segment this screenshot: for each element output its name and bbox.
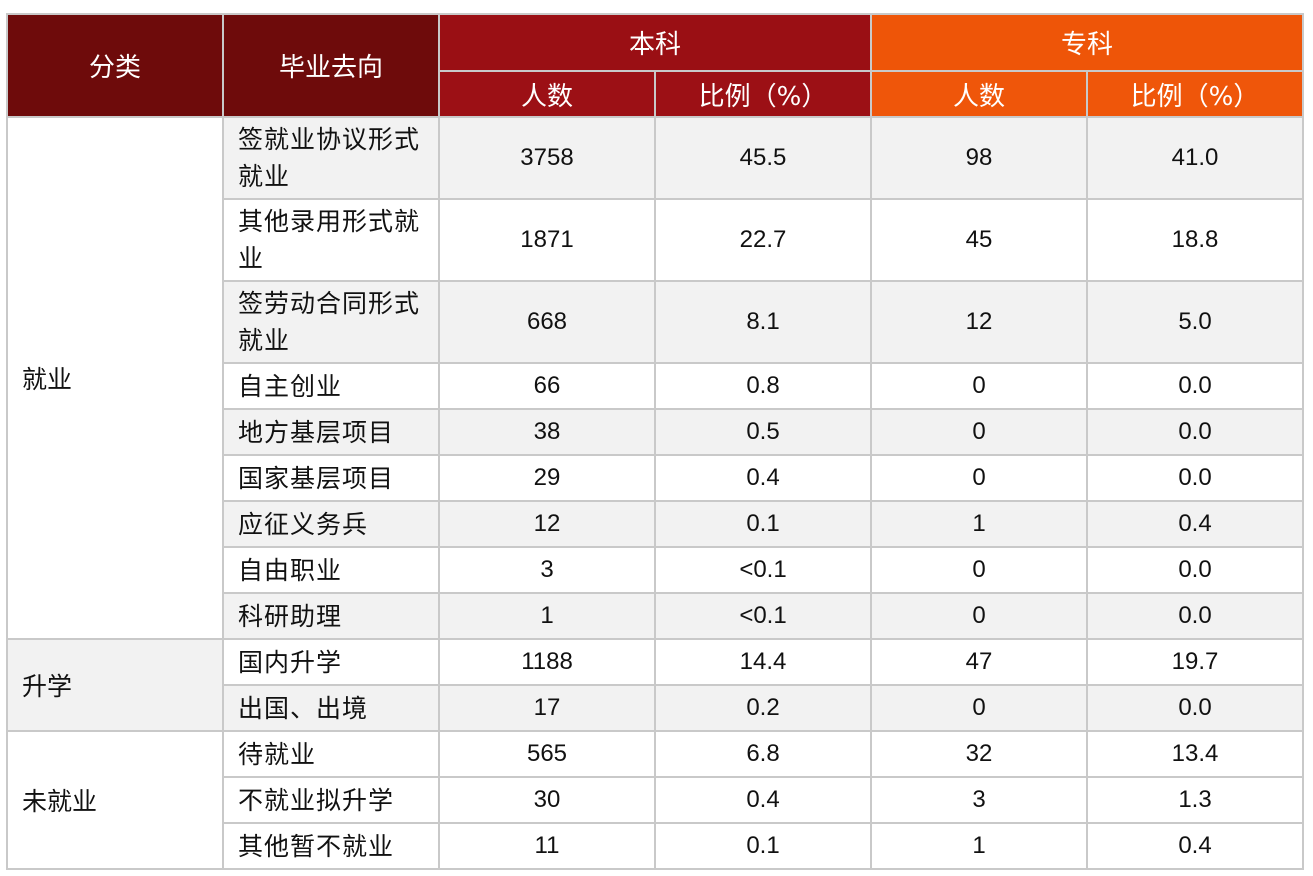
college-ratio-cell: 5.0 [1086,280,1305,364]
undergrad-count-cell: 17 [438,684,656,732]
header-college-count: 人数 [870,70,1089,118]
undergrad-count-cell: 3 [438,546,656,594]
undergrad-count-cell: 12 [438,500,656,548]
college-count-cell: 12 [870,280,1089,364]
destination-cell: 科研助理 [222,592,440,640]
undergrad-count-cell: 38 [438,408,656,456]
college-ratio-cell: 0.4 [1086,500,1305,548]
college-ratio-cell: 0.0 [1086,362,1305,410]
category-unemployed: 未就业 [6,730,224,870]
undergrad-ratio-cell: 0.4 [653,776,873,824]
destination-cell: 签劳动合同形式就业 [222,280,440,364]
college-ratio-cell: 13.4 [1086,730,1305,778]
destination-cell: 国家基层项目 [222,454,440,502]
graduate-destination-table: 分类 毕业去向 本科 专科 人数 比例（%） 人数 比例（%） 就业 签就业协议… [6,13,1305,870]
college-ratio-cell: 18.8 [1086,198,1305,282]
undergrad-count-cell: 1188 [438,638,656,686]
college-count-cell: 1 [870,500,1089,548]
destination-cell: 自主创业 [222,362,440,410]
college-count-cell: 0 [870,546,1089,594]
table-row: 自主创业 66 0.8 0 0.0 [7,362,1305,410]
college-count-cell: 1 [870,822,1089,870]
undergrad-count-cell: 30 [438,776,656,824]
college-count-cell: 47 [870,638,1089,686]
undergrad-count-cell: 668 [438,280,656,364]
college-ratio-cell: 0.0 [1086,546,1305,594]
college-count-cell: 3 [870,776,1089,824]
category-employed: 就业 [6,116,224,640]
table-row: 地方基层项目 38 0.5 0 0.0 [7,408,1305,456]
undergrad-count-cell: 1871 [438,198,656,282]
undergrad-count-cell: 565 [438,730,656,778]
undergrad-ratio-cell: 45.5 [653,116,873,200]
college-count-cell: 32 [870,730,1089,778]
category-further-study: 升学 [6,638,224,732]
college-count-cell: 0 [870,684,1089,732]
table-row: 升学 国内升学 1188 14.4 47 19.7 [6,638,1305,732]
college-ratio-cell: 0.4 [1086,822,1305,870]
table-row: 国家基层项目 29 0.4 0 0.0 [7,454,1305,502]
undergrad-ratio-cell: 0.2 [653,684,873,732]
table-row: 其他录用形式就业 1871 22.7 45 18.8 [7,198,1305,282]
college-count-cell: 98 [870,116,1089,200]
undergrad-ratio-cell: 0.8 [653,362,873,410]
header-category: 分类 [6,13,224,118]
destination-cell: 应征义务兵 [222,500,440,548]
undergrad-count-cell: 11 [438,822,656,870]
college-ratio-cell: 0.0 [1086,454,1305,502]
table-row: 其他暂不就业 11 0.1 1 0.4 [7,822,1305,870]
destination-cell: 地方基层项目 [222,408,440,456]
college-ratio-cell: 0.0 [1086,684,1305,732]
table-row: 不就业拟升学 30 0.4 3 1.3 [7,776,1305,824]
table-row: 就业 签就业协议形式就业 3758 45.5 98 41.0 [6,116,1305,640]
destination-cell: 出国、出境 [222,684,440,732]
header-college: 专科 [870,13,1305,72]
undergrad-ratio-cell: 6.8 [653,730,873,778]
undergrad-ratio-cell: 0.5 [653,408,873,456]
college-ratio-cell: 41.0 [1086,116,1305,200]
college-ratio-cell: 1.3 [1086,776,1305,824]
table-row: 出国、出境 17 0.2 0 0.0 [7,684,1305,732]
college-count-cell: 45 [870,198,1089,282]
destination-cell: 自由职业 [222,546,440,594]
college-ratio-cell: 19.7 [1086,638,1305,686]
destination-cell: 国内升学 [222,638,440,686]
destination-cell: 签就业协议形式就业 [222,116,440,200]
destination-cell: 待就业 [222,730,440,778]
header-undergrad: 本科 [437,13,873,72]
college-count-cell: 0 [870,362,1089,410]
college-count-cell: 0 [870,454,1089,502]
undergrad-ratio-cell: 0.1 [653,822,873,870]
undergrad-count-cell: 66 [438,362,656,410]
table-row: 未就业 待就业 565 6.8 32 13.4 [6,730,1305,870]
college-ratio-cell: 0.0 [1086,592,1305,640]
college-count-cell: 0 [870,592,1089,640]
undergrad-ratio-cell: 8.1 [653,280,873,364]
table-row: 应征义务兵 12 0.1 1 0.4 [7,500,1305,548]
header-undergrad-count: 人数 [438,70,656,118]
undergrad-count-cell: 1 [438,592,656,640]
header-undergrad-ratio: 比例（%） [653,70,873,118]
table-row: 科研助理 1 <0.1 0 0.0 [7,592,1305,640]
destination-cell: 其他录用形式就业 [222,198,440,282]
table-row: 签劳动合同形式就业 668 8.1 12 5.0 [7,280,1305,364]
header-college-ratio: 比例（%） [1086,70,1305,118]
undergrad-ratio-cell: 22.7 [653,198,873,282]
undergrad-count-cell: 29 [438,454,656,502]
undergrad-ratio-cell: <0.1 [653,592,873,640]
destination-cell: 其他暂不就业 [222,822,440,870]
undergrad-ratio-cell: 0.1 [653,500,873,548]
undergrad-count-cell: 3758 [438,116,656,200]
college-count-cell: 0 [870,408,1089,456]
header-destination: 毕业去向 [222,13,440,118]
undergrad-ratio-cell: 14.4 [653,638,873,686]
college-ratio-cell: 0.0 [1086,408,1305,456]
undergrad-ratio-cell: 0.4 [653,454,873,502]
table-row: 自由职业 3 <0.1 0 0.0 [7,546,1305,594]
destination-cell: 不就业拟升学 [222,776,440,824]
undergrad-ratio-cell: <0.1 [653,546,873,594]
